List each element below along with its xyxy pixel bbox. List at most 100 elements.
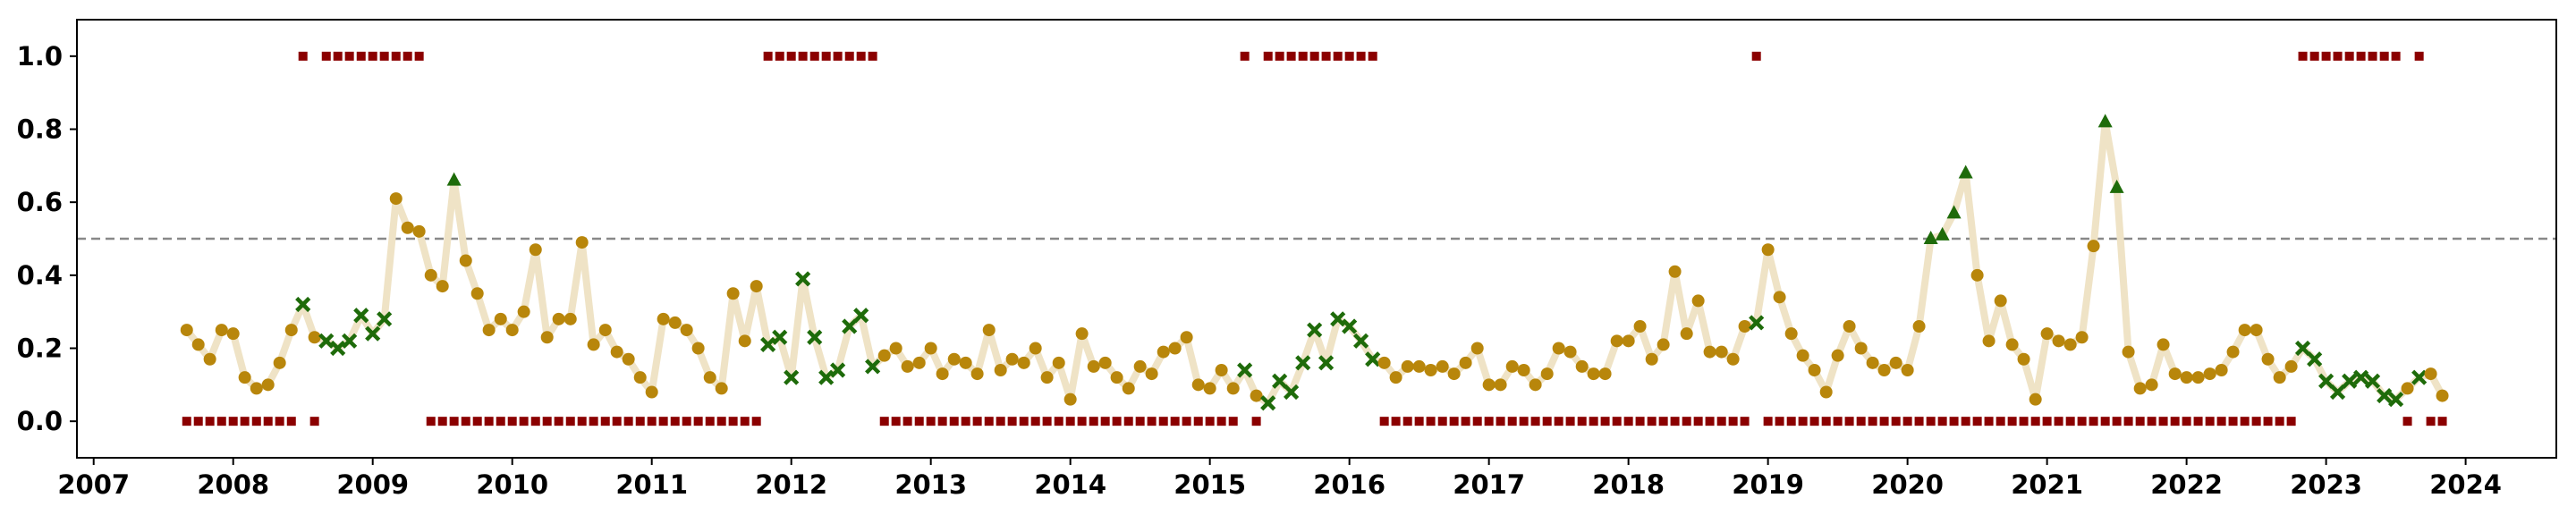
regime-marker bbox=[809, 51, 819, 61]
regime-marker bbox=[1868, 417, 1877, 426]
regime-marker bbox=[298, 51, 308, 61]
point bbox=[1970, 268, 1984, 282]
point bbox=[226, 327, 240, 341]
regime-marker bbox=[309, 417, 319, 426]
point bbox=[2284, 359, 2298, 373]
regime-marker bbox=[2216, 417, 2226, 426]
point bbox=[1738, 320, 1751, 333]
regime-marker bbox=[1716, 417, 1726, 426]
point bbox=[1040, 371, 1054, 384]
regime-marker bbox=[693, 417, 703, 426]
regime-marker bbox=[1112, 417, 1122, 426]
regime-marker bbox=[1065, 417, 1075, 426]
point-x bbox=[2411, 369, 2428, 385]
point bbox=[633, 371, 647, 384]
regime-marker bbox=[1158, 417, 1168, 426]
point-triangle bbox=[1935, 226, 1950, 241]
point bbox=[703, 371, 716, 384]
regime-marker bbox=[1891, 417, 1901, 426]
regime-marker bbox=[240, 417, 250, 426]
regime-marker bbox=[542, 417, 552, 426]
regime-marker bbox=[461, 417, 470, 426]
regime-marker bbox=[1554, 417, 1563, 426]
point-x bbox=[1237, 362, 1253, 378]
y-tick-label: 0.2 bbox=[17, 333, 63, 364]
point bbox=[2029, 393, 2042, 406]
regime-marker bbox=[1844, 417, 1854, 426]
regime-marker bbox=[949, 417, 959, 426]
regime-marker bbox=[1263, 51, 1273, 61]
regime-marker bbox=[1170, 417, 1180, 426]
regime-marker bbox=[263, 417, 273, 426]
point bbox=[2273, 371, 2286, 384]
point-triangle bbox=[1958, 165, 1973, 179]
point bbox=[2168, 367, 2182, 381]
regime-marker bbox=[2240, 417, 2250, 426]
point bbox=[424, 268, 437, 282]
regime-marker bbox=[647, 417, 657, 426]
point bbox=[1796, 349, 1809, 362]
point bbox=[1168, 342, 1182, 355]
point bbox=[2436, 389, 2449, 402]
point bbox=[412, 224, 426, 238]
point bbox=[564, 312, 577, 325]
regime-marker bbox=[2321, 51, 2331, 61]
regime-marker bbox=[1414, 417, 1424, 426]
regime-marker bbox=[937, 417, 947, 426]
regime-marker bbox=[2147, 417, 2157, 426]
regime-marker bbox=[1344, 51, 1354, 61]
regime-marker bbox=[2368, 51, 2377, 61]
regime-marker bbox=[1786, 417, 1796, 426]
regime-marker bbox=[716, 417, 726, 426]
regime-marker bbox=[2019, 417, 2029, 426]
point bbox=[1145, 367, 1158, 381]
regime-marker bbox=[205, 417, 215, 426]
regime-marker bbox=[2054, 417, 2063, 426]
regime-marker bbox=[2170, 417, 2180, 426]
regime-marker bbox=[1902, 417, 1912, 426]
regime-marker bbox=[1635, 417, 1645, 426]
point bbox=[587, 338, 600, 351]
point bbox=[1610, 334, 1623, 348]
regime-marker bbox=[798, 51, 808, 61]
point bbox=[389, 192, 402, 206]
regime-marker bbox=[496, 417, 505, 426]
point-x bbox=[1330, 311, 1346, 327]
point bbox=[1505, 359, 1519, 373]
regime-marker bbox=[844, 51, 854, 61]
point bbox=[2250, 324, 2263, 337]
point-x bbox=[1307, 322, 1323, 338]
regime-marker bbox=[554, 417, 564, 426]
regime-marker bbox=[1182, 417, 1191, 426]
point bbox=[657, 312, 670, 325]
regime-marker bbox=[1530, 417, 1540, 426]
point bbox=[261, 378, 275, 392]
regime-marker bbox=[1228, 417, 1238, 426]
point-x bbox=[1353, 333, 1369, 349]
point-x bbox=[853, 308, 869, 324]
point-x bbox=[1272, 373, 1288, 389]
regime-marker bbox=[1763, 417, 1773, 426]
regime-marker bbox=[996, 417, 1005, 426]
point bbox=[1575, 359, 1589, 373]
point-x bbox=[1295, 355, 1311, 371]
regime-marker bbox=[1833, 417, 1843, 426]
point bbox=[2191, 371, 2205, 384]
point bbox=[401, 221, 414, 234]
point bbox=[947, 352, 961, 366]
point bbox=[1063, 393, 1077, 406]
x-tick-label: 2021 bbox=[2011, 469, 2083, 500]
regime-marker bbox=[2437, 417, 2447, 426]
regime-marker bbox=[530, 417, 540, 426]
point-x bbox=[1365, 351, 1381, 367]
regime-marker bbox=[1647, 417, 1657, 426]
regime-marker bbox=[1612, 417, 1622, 426]
point bbox=[494, 312, 507, 325]
point bbox=[1447, 367, 1461, 381]
point bbox=[1901, 364, 1914, 376]
regime-marker bbox=[751, 417, 761, 426]
regime-marker bbox=[1996, 417, 2005, 426]
regime-marker bbox=[1693, 417, 1703, 426]
regime-marker bbox=[2414, 51, 2424, 61]
